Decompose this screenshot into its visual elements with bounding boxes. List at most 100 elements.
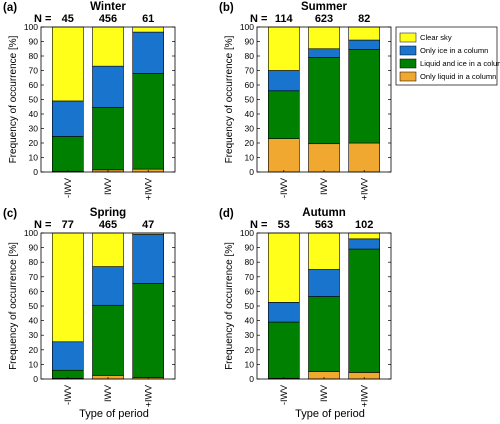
n-count: 465 — [99, 219, 117, 231]
legend-swatch — [399, 45, 417, 56]
x-tick-label: +IWV — [143, 385, 153, 407]
y-tick-label: 80 — [29, 257, 39, 267]
n-prefix: N = — [250, 13, 267, 25]
panel-label: (c) — [3, 208, 17, 220]
n-prefix: N = — [34, 13, 51, 25]
n-prefix: N = — [34, 219, 51, 231]
y-tick-label: 70 — [29, 65, 39, 75]
y-tick-label: 50 — [29, 94, 39, 104]
y-tick-label: 50 — [245, 301, 255, 311]
panel-label: (b) — [219, 2, 234, 14]
y-tick-label: 90 — [245, 243, 255, 253]
shared-xlabel-left: Type of period — [79, 408, 149, 420]
x-tick-label: -IWV — [63, 385, 73, 405]
bar-segment — [267, 26, 300, 71]
y-tick-label: 50 — [29, 301, 39, 311]
y-axis-label: Frequency of occurrence [%] — [8, 242, 19, 370]
n-count: 456 — [99, 13, 117, 25]
bar-segment — [132, 283, 164, 378]
y-tick-label: 60 — [29, 286, 39, 296]
y-tick-label: 40 — [245, 316, 255, 326]
y-tick-label: 10 — [29, 359, 39, 369]
y-tick-label: 60 — [29, 80, 39, 90]
n-count: 114 — [275, 13, 294, 25]
shared-xlabel-right: Type of period — [295, 408, 365, 420]
bar-segment — [348, 142, 381, 173]
panel-title: Winter — [90, 1, 126, 13]
bar-segment — [308, 57, 340, 145]
legend-swatch — [399, 71, 417, 82]
bar-segment — [92, 266, 124, 306]
y-tick-label: 90 — [29, 36, 39, 46]
legend-swatch — [399, 58, 417, 69]
y-tick-label: 0 — [249, 374, 254, 384]
y-tick-label: 80 — [245, 257, 255, 267]
y-tick-label: 80 — [29, 51, 39, 61]
y-tick-label: 20 — [29, 345, 39, 355]
bar-segment — [92, 65, 124, 108]
bar-segment — [51, 26, 84, 102]
y-tick-label: 100 — [240, 22, 254, 32]
n-count: 623 — [315, 13, 333, 25]
bar-segment — [92, 26, 124, 67]
panel-title: Spring — [90, 207, 126, 219]
x-tick-label: IWV — [103, 385, 113, 402]
bar-segment — [132, 26, 164, 33]
y-tick-label: 60 — [245, 286, 255, 296]
y-tick-label: 30 — [29, 123, 39, 133]
n-count: 61 — [142, 13, 154, 25]
bar-segment — [92, 304, 124, 376]
bar-segment — [267, 138, 300, 173]
y-axis-label: Frequency of occurrence [%] — [224, 242, 235, 370]
n-count: 47 — [142, 219, 154, 231]
bar-segment — [308, 26, 340, 50]
y-tick-label: 30 — [245, 123, 255, 133]
y-tick-label: 20 — [245, 345, 255, 355]
y-tick-label: 40 — [29, 109, 39, 119]
legend-swatch — [399, 32, 417, 43]
bar-segment — [348, 49, 381, 144]
y-tick-label: 20 — [29, 138, 39, 148]
y-tick-label: 0 — [249, 167, 254, 177]
n-count: 53 — [278, 219, 290, 231]
n-count: 82 — [358, 13, 370, 25]
y-tick-label: 100 — [240, 228, 254, 238]
y-tick-label: 30 — [29, 330, 39, 340]
panel-label: (a) — [3, 2, 17, 14]
bar-segment — [308, 232, 340, 270]
x-tick-label: IWV — [319, 178, 329, 195]
y-tick-label: 100 — [24, 22, 38, 32]
x-tick-label: +IWV — [359, 385, 369, 407]
y-axis-label: Frequency of occurrence [%] — [224, 35, 235, 163]
y-tick-label: 0 — [33, 374, 38, 384]
bar-segment — [92, 107, 124, 171]
n-count: 563 — [315, 219, 333, 231]
bar-segment — [51, 341, 84, 371]
x-tick-label: +IWV — [359, 178, 369, 200]
bar-segment — [308, 296, 340, 373]
y-tick-label: 10 — [245, 359, 255, 369]
n-count: 102 — [355, 219, 373, 231]
bar-segment — [348, 26, 381, 41]
legend-entry: Only ice in a column — [420, 46, 488, 55]
bar-segment — [267, 70, 300, 92]
y-tick-label: 20 — [245, 138, 255, 148]
bar-segment — [267, 302, 300, 323]
bar-segment — [132, 73, 164, 170]
y-tick-label: 90 — [245, 36, 255, 46]
bar-segment — [267, 90, 300, 139]
x-tick-label: -IWV — [279, 178, 289, 198]
bar-segment — [267, 232, 300, 303]
bar-segment — [308, 143, 340, 173]
bar-segment — [348, 238, 381, 250]
y-tick-label: 70 — [245, 272, 255, 282]
legend-entry: Clear sky — [420, 33, 452, 42]
panel-title: Summer — [301, 1, 348, 13]
y-tick-label: 70 — [245, 65, 255, 75]
bar-segment — [308, 269, 340, 297]
y-tick-label: 10 — [29, 152, 39, 162]
bar-segment — [132, 31, 164, 74]
bar-segment — [308, 48, 340, 58]
y-tick-label: 10 — [245, 152, 255, 162]
